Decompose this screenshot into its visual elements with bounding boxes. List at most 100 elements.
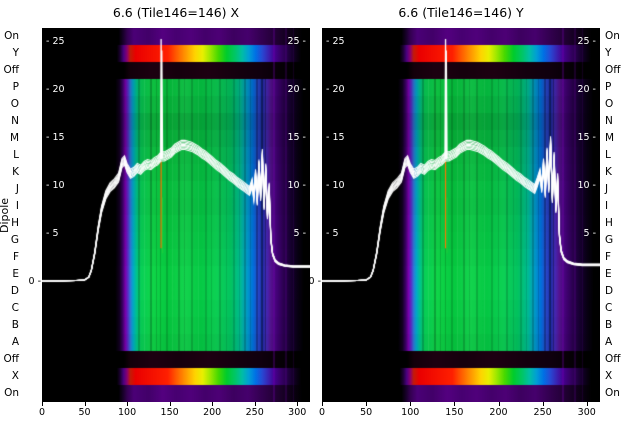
dipole-label-right-19: Off — [605, 353, 621, 365]
dipole-label-left-11: H — [11, 217, 19, 229]
dipole-label-right-13: F — [605, 251, 612, 263]
value-tick-right-25-y: 25 - — [577, 35, 596, 47]
heatmap-panel-x — [42, 28, 310, 402]
dipole-label-right-15: D — [605, 285, 614, 297]
dipole-label-left-14: E — [12, 268, 19, 280]
value-tick-right-15-y: 15 - — [577, 131, 596, 143]
value-tick-right-25-x: 25 - — [287, 35, 306, 47]
x-tick-150-x — [170, 402, 171, 406]
dipole-label-right-20: X — [605, 370, 613, 382]
x-tick-label-100-y: 100 — [401, 407, 420, 418]
x-tick-0-y — [322, 402, 323, 406]
value-tick-right-20-y: 20 - — [577, 83, 596, 95]
dipole-label-left-0: On — [4, 30, 19, 42]
dipole-label-right-17: B — [605, 319, 613, 331]
dipole-label-left-17: B — [11, 319, 19, 331]
x-tick-label-300-x: 300 — [288, 407, 307, 418]
value-tick-right-15-x: 15 - — [287, 131, 306, 143]
dipole-label-left-21: On — [4, 387, 19, 399]
dipole-label-left-7: L — [13, 149, 19, 161]
x-tick-100-y — [410, 402, 411, 406]
x-tick-label-50-y: 50 — [360, 407, 373, 418]
dipole-label-right-4: O — [605, 98, 614, 110]
dipole-label-right-12: G — [605, 234, 614, 246]
dipole-label-right-18: A — [605, 336, 613, 348]
dipole-label-right-2: Off — [605, 64, 621, 76]
heatmap-canvas-y — [322, 28, 600, 402]
dipole-label-left-6: M — [9, 132, 19, 144]
x-tick-label-200-x: 200 — [203, 407, 222, 418]
value-tick-left-5-x: - 5 — [46, 227, 59, 239]
dipole-label-left-8: K — [12, 166, 19, 178]
dipole-label-left-16: C — [11, 302, 19, 314]
panel-title-x: 6.6 (Tile146=146) X — [112, 5, 240, 20]
value-tick-right-10-x: 10 - — [287, 179, 306, 191]
dipole-label-left-9: J — [15, 183, 19, 195]
value-tick-right-5-x: 5 - — [293, 227, 307, 239]
dipole-label-left-4: O — [10, 98, 19, 110]
dipole-label-right-10: I — [605, 200, 609, 212]
x-tick-label-300-y: 300 — [577, 407, 596, 418]
value-tick-left-25-x: - 25 — [46, 35, 65, 47]
value-tick-zero-y: 0 - — [308, 275, 322, 287]
x-tick-200-x — [212, 402, 213, 406]
x-tick-label-250-y: 250 — [533, 407, 552, 418]
dipole-label-right-0: On — [605, 30, 620, 42]
dipole-label-left-10: I — [15, 200, 19, 212]
x-tick-label-250-x: 250 — [245, 407, 264, 418]
x-tick-300-x — [297, 402, 298, 406]
x-tick-label-0-x: 0 — [38, 407, 46, 418]
x-tick-250-y — [543, 402, 544, 406]
x-tick-label-150-x: 150 — [160, 407, 179, 418]
value-tick-right-10-y: 10 - — [577, 179, 596, 191]
x-tick-150-y — [454, 402, 455, 406]
dipole-label-left-3: P — [12, 81, 19, 93]
dipole-label-right-9: J — [605, 183, 609, 195]
value-tick-zero-x: 0 - — [28, 275, 42, 287]
panel-title-y: 6.6 (Tile146=146) Y — [398, 5, 524, 20]
x-tick-300-y — [587, 402, 588, 406]
heatmap-canvas-x — [42, 28, 310, 402]
dipole-label-left-12: G — [10, 234, 19, 246]
dipole-label-left-1: Y — [12, 47, 19, 59]
value-tick-right-5-y: 5 - — [583, 227, 597, 239]
dipole-label-left-2: Off — [3, 64, 20, 76]
x-tick-label-200-y: 200 — [489, 407, 508, 418]
dipole-label-left-13: F — [12, 251, 19, 263]
x-tick-100-x — [127, 402, 128, 406]
value-tick-left-10-x: - 10 — [46, 179, 65, 191]
dipole-label-right-14: E — [605, 268, 612, 280]
value-tick-left-25-y: - 25 — [326, 35, 345, 47]
value-tick-left-5-y: - 5 — [326, 227, 339, 239]
x-tick-label-100-x: 100 — [118, 407, 137, 418]
dipole-label-right-6: M — [605, 132, 615, 144]
value-tick-right-20-x: 20 - — [287, 83, 306, 95]
dipole-label-right-3: P — [605, 81, 612, 93]
dipole-label-right-11: H — [605, 217, 613, 229]
value-tick-left-20-y: - 20 — [326, 83, 345, 95]
x-tick-label-50-x: 50 — [78, 407, 91, 418]
x-tick-label-0-y: 0 — [318, 407, 326, 418]
dipole-label-right-7: L — [605, 149, 611, 161]
x-tick-0-x — [42, 402, 43, 406]
x-tick-50-y — [366, 402, 367, 406]
dipole-label-left-20: X — [11, 370, 19, 382]
dipole-label-left-18: A — [11, 336, 19, 348]
x-tick-50-x — [85, 402, 86, 406]
value-tick-left-10-y: - 10 — [326, 179, 345, 191]
x-tick-250-x — [255, 402, 256, 406]
dipole-label-left-19: Off — [3, 353, 20, 365]
dipole-label-right-21: On — [605, 387, 620, 399]
heatmap-panel-y — [322, 28, 600, 402]
value-tick-left-20-x: - 20 — [46, 83, 65, 95]
dipole-label-right-16: C — [605, 302, 613, 314]
dipole-label-right-8: K — [605, 166, 612, 178]
value-tick-left-15-y: - 15 — [326, 131, 345, 143]
x-tick-200-y — [499, 402, 500, 406]
dipole-label-right-5: N — [605, 115, 613, 127]
x-tick-label-150-y: 150 — [445, 407, 464, 418]
dipole-label-left-5: N — [11, 115, 19, 127]
dipole-label-right-1: Y — [605, 47, 612, 59]
value-tick-left-15-x: - 15 — [46, 131, 65, 143]
